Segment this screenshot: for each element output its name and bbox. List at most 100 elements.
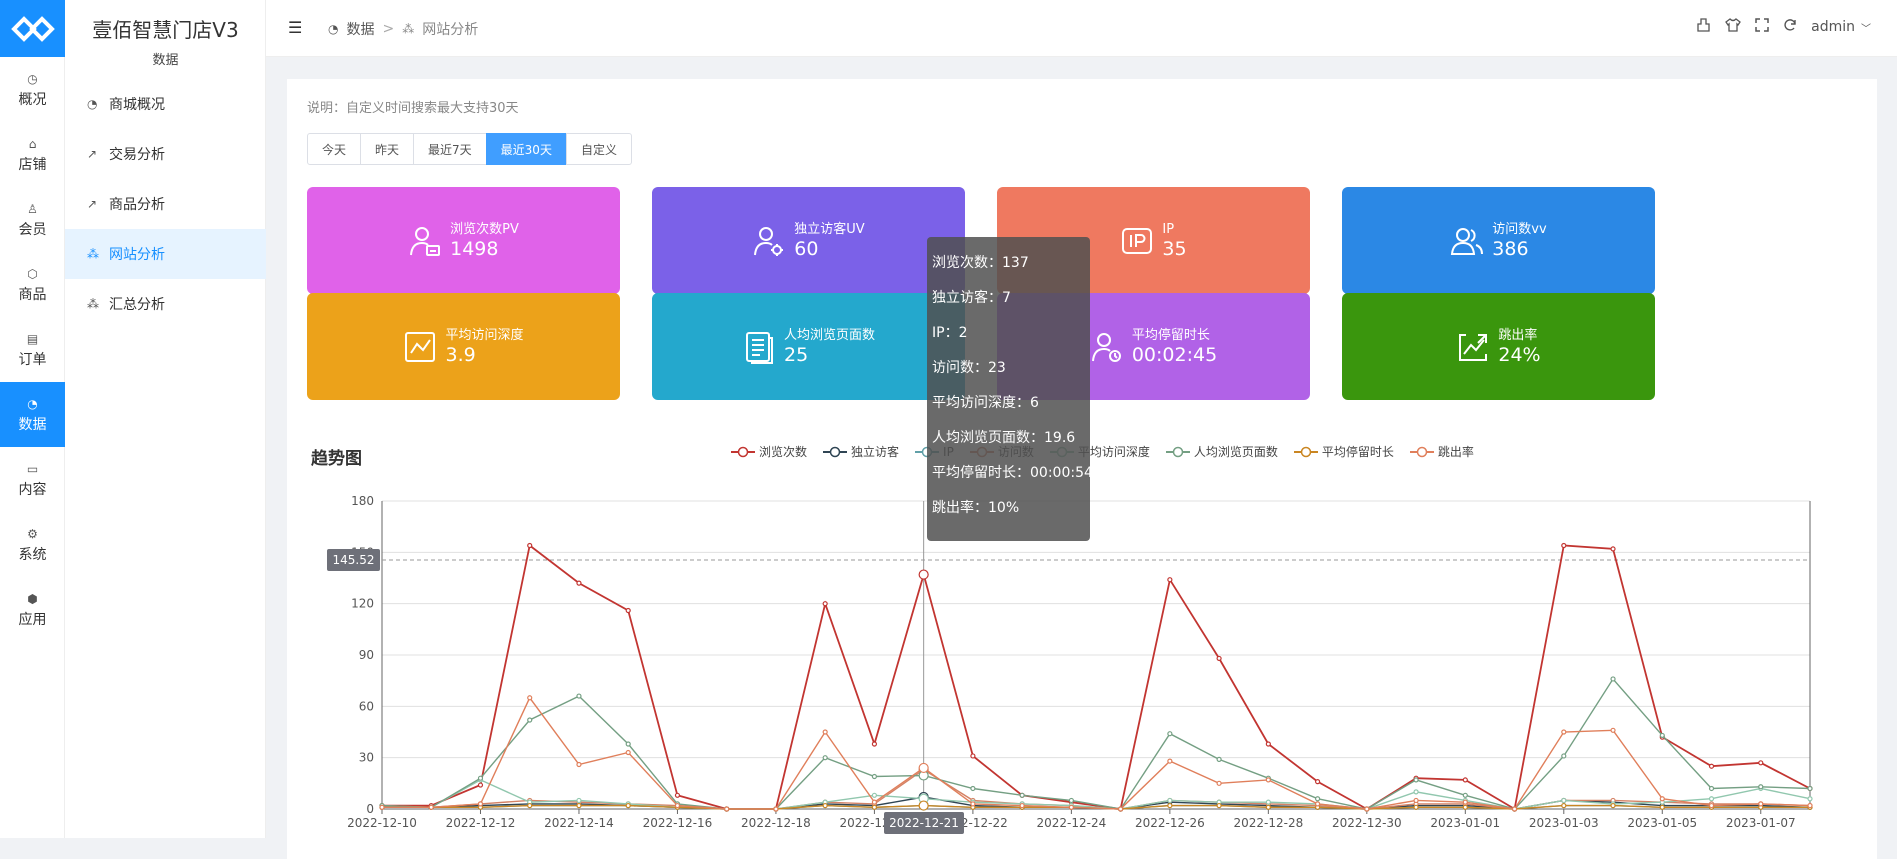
stat-label: 平均停留时长: [1131, 327, 1210, 343]
range-button-3[interactable]: 最近30天: [485, 133, 567, 165]
breadcrumb-separator: >: [382, 21, 395, 37]
series-point-4: [1807, 796, 1813, 802]
rail-item-label: 数据: [18, 416, 47, 433]
series-point-7: [1314, 801, 1321, 807]
y-tick-label: 30: [359, 751, 374, 765]
breadcrumb-item-data[interactable]: 数据: [346, 22, 375, 38]
stat-card-0: 浏览次数PV 1498: [307, 187, 620, 294]
rail-item-0[interactable]: ◷ 概况: [0, 57, 65, 122]
series-point-0: [1265, 741, 1271, 747]
user-menu[interactable]: admin ﹀: [1811, 19, 1871, 35]
series-point-5: [1413, 777, 1419, 783]
app-logo[interactable]: [0, 0, 65, 57]
series-point-0: [1758, 760, 1764, 766]
legend-item-1[interactable]: 独立访客: [823, 443, 899, 460]
series-point-7: [428, 804, 434, 810]
stat-label: 访问数vv: [1492, 221, 1547, 237]
rail-item-7[interactable]: ⚙ 系统: [0, 512, 65, 577]
shirt-icon[interactable]: [1725, 18, 1742, 36]
series-point-0: [625, 607, 631, 614]
tooltip-row-5: 人均浏览页面数：19.6: [932, 430, 1076, 446]
tooltip-value: 23: [988, 360, 1006, 376]
legend-label: 平均停留时长: [1321, 445, 1394, 459]
series-point-6: [1561, 802, 1567, 809]
tooltip-row-7: 跳出率：10%: [932, 500, 1020, 516]
rail-item-6[interactable]: ▭ 内容: [0, 447, 65, 512]
x-tick-label: 2022-12-24: [1037, 816, 1107, 830]
legend-item-5[interactable]: 人均浏览页面数: [1165, 443, 1278, 460]
x-tick-label: 2023-01-03: [1529, 816, 1599, 830]
series-point-6: [1216, 802, 1222, 809]
series-point-7: [1265, 777, 1271, 783]
x-tick-label: 2022-12-10: [347, 816, 417, 830]
sidebar-item-0[interactable]: ◔ 商城概况: [65, 79, 266, 129]
series-point-5: [576, 693, 582, 699]
series-point-5: [970, 785, 976, 792]
tooltip-value: 2: [958, 325, 968, 341]
trend-icon: ↗: [87, 147, 98, 161]
tooltip-row-6: 平均停留时长：00:00:54: [932, 465, 1093, 481]
legend-symbol: [1293, 446, 1318, 457]
sidebar-item-3[interactable]: ⁂ 网站分析: [65, 229, 266, 279]
series-line-5: [381, 677, 1811, 810]
rail-item-8[interactable]: ⬢ 应用: [0, 577, 65, 642]
legend-label: 独立访客: [851, 445, 900, 459]
rail-item-1[interactable]: ⌂ 店铺: [0, 122, 65, 187]
series-point-7: [379, 804, 385, 810]
legend-item-6[interactable]: 平均停留时长: [1293, 443, 1394, 460]
series-point-6: [1167, 802, 1173, 809]
fullscreen-icon[interactable]: [1755, 18, 1769, 36]
series-point-0: [1462, 777, 1468, 783]
tooltip-row-0: 浏览次数：137: [932, 255, 1029, 271]
legend-symbol: [1165, 446, 1190, 457]
menu-toggle-icon[interactable]: ☰: [288, 18, 303, 37]
sidebar-item-label: 商城概况: [109, 97, 165, 113]
series-point-5: [1659, 732, 1665, 739]
tooltip-value: 137: [1002, 255, 1029, 271]
rail-item-3[interactable]: ⬡ 商品: [0, 252, 65, 317]
range-button-2[interactable]: 最近7天: [413, 133, 487, 165]
document-icon: [745, 331, 773, 364]
legend-item-0[interactable]: 浏览次数: [731, 443, 807, 460]
y-tick-label: 0: [366, 802, 374, 816]
stat-card-3: 访问数vv 386: [1342, 187, 1655, 294]
series-point-6: [1462, 804, 1468, 810]
dashboard-icon: ◷: [27, 71, 38, 86]
range-button-0[interactable]: 今天: [307, 133, 362, 165]
stat-value: 24%: [1498, 343, 1541, 366]
sitemap-icon: ⁂: [402, 22, 415, 36]
series-point-4: [1561, 797, 1567, 804]
rail-item-label: 订单: [18, 351, 47, 368]
sidebar-item-2[interactable]: ↗ 商品分析: [65, 179, 266, 229]
rail-item-2[interactable]: ♙ 会员: [0, 187, 65, 252]
stat-value: 1498: [450, 237, 499, 260]
series-point-0: [1708, 763, 1715, 769]
stat-value: 386: [1492, 237, 1529, 260]
series-point-0: [970, 753, 976, 759]
legend-label: 浏览次数: [759, 445, 808, 459]
y-tick-label: 60: [359, 699, 374, 713]
legend-symbol: [823, 446, 848, 457]
refresh-icon[interactable]: [1783, 18, 1797, 36]
rail-item-5[interactable]: ◔ 数据: [0, 382, 65, 447]
rail-item-4[interactable]: ▤ 订单: [0, 317, 65, 382]
tooltip-row-4: 平均访问深度：6: [932, 395, 1039, 411]
series-point-6: [1610, 802, 1616, 809]
sidebar-item-1[interactable]: ↗ 交易分析: [65, 129, 266, 179]
x-tick-label: 2023-01-07: [1726, 816, 1796, 830]
legend-item-7[interactable]: 跳出率: [1409, 443, 1474, 460]
series-point-7: [724, 806, 730, 812]
series-point-5: [871, 773, 878, 780]
range-button-1[interactable]: 昨天: [360, 133, 415, 165]
sidebar-item-4[interactable]: ⁂ 汇总分析: [65, 279, 266, 329]
series-point-4: [1167, 797, 1173, 804]
legend-label: 人均浏览页面数: [1193, 445, 1278, 459]
y-tick-label: 180: [351, 494, 374, 508]
broom-icon[interactable]: [1697, 18, 1711, 36]
series-point-5: [527, 717, 533, 723]
app-title: 壹佰智慧门店V3: [92, 18, 239, 42]
range-button-4[interactable]: 自定义: [565, 133, 632, 165]
tooltip-label: IP: [932, 325, 945, 341]
clipboard-icon: ▤: [26, 331, 39, 346]
